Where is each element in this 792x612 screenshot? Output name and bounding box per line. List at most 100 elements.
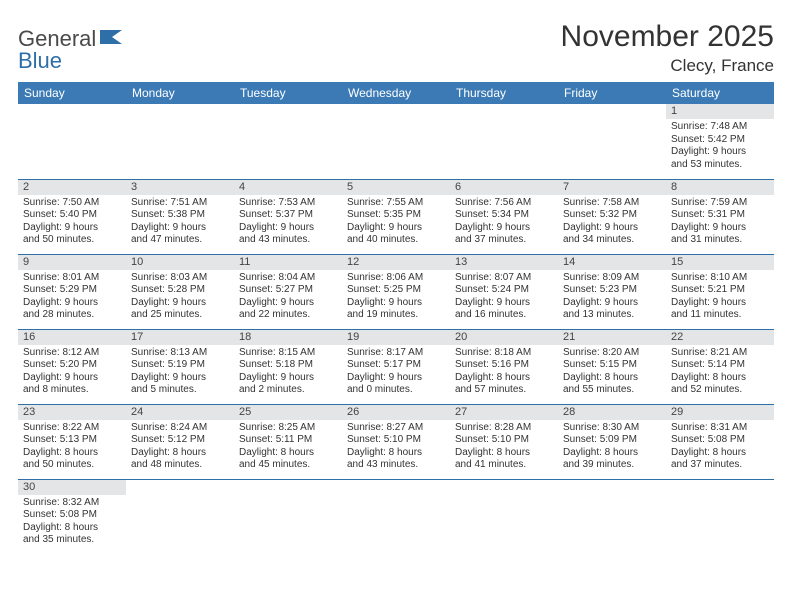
calendar-cell: 15Sunrise: 8:10 AMSunset: 5:21 PMDayligh… bbox=[666, 254, 774, 329]
calendar-cell: 5Sunrise: 7:55 AMSunset: 5:35 PMDaylight… bbox=[342, 179, 450, 254]
day-line: Sunset: 5:34 PM bbox=[455, 209, 553, 222]
day-line: Sunset: 5:42 PM bbox=[671, 134, 769, 147]
day-line: Sunrise: 8:28 AM bbox=[455, 422, 553, 435]
logo-text: GeneralBlue bbox=[18, 28, 124, 72]
day-line: Sunrise: 8:03 AM bbox=[131, 272, 229, 285]
day-line: Sunset: 5:08 PM bbox=[671, 434, 769, 447]
day-line: Daylight: 8 hours bbox=[563, 372, 661, 385]
day-line: and 47 minutes. bbox=[131, 234, 229, 247]
day-details: Sunrise: 8:15 AMSunset: 5:18 PMDaylight:… bbox=[234, 345, 342, 399]
calendar-cell: 3Sunrise: 7:51 AMSunset: 5:38 PMDaylight… bbox=[126, 179, 234, 254]
calendar-cell: 30Sunrise: 8:32 AMSunset: 5:08 PMDayligh… bbox=[18, 479, 126, 554]
calendar-cell: 27Sunrise: 8:28 AMSunset: 5:10 PMDayligh… bbox=[450, 404, 558, 479]
calendar-week: 30Sunrise: 8:32 AMSunset: 5:08 PMDayligh… bbox=[18, 479, 774, 554]
day-line: Daylight: 9 hours bbox=[563, 297, 661, 310]
day-line: Sunrise: 8:07 AM bbox=[455, 272, 553, 285]
day-line: Sunrise: 8:10 AM bbox=[671, 272, 769, 285]
day-line: and 39 minutes. bbox=[563, 459, 661, 472]
header-row: GeneralBlue November 2025 Clecy, France bbox=[18, 20, 774, 76]
calendar-cell bbox=[126, 104, 234, 179]
calendar-cell: 21Sunrise: 8:20 AMSunset: 5:15 PMDayligh… bbox=[558, 329, 666, 404]
day-line: Sunset: 5:35 PM bbox=[347, 209, 445, 222]
calendar-cell: 9Sunrise: 8:01 AMSunset: 5:29 PMDaylight… bbox=[18, 254, 126, 329]
day-line: Daylight: 8 hours bbox=[455, 372, 553, 385]
day-line: Daylight: 9 hours bbox=[239, 222, 337, 235]
day-details: Sunrise: 7:48 AMSunset: 5:42 PMDaylight:… bbox=[666, 119, 774, 173]
calendar-cell bbox=[342, 479, 450, 554]
day-details: Sunrise: 8:10 AMSunset: 5:21 PMDaylight:… bbox=[666, 270, 774, 324]
calendar-cell: 10Sunrise: 8:03 AMSunset: 5:28 PMDayligh… bbox=[126, 254, 234, 329]
day-line: Sunset: 5:21 PM bbox=[671, 284, 769, 297]
day-line: Sunset: 5:10 PM bbox=[455, 434, 553, 447]
day-line: Sunrise: 8:24 AM bbox=[131, 422, 229, 435]
calendar-cell bbox=[234, 104, 342, 179]
day-line: Daylight: 8 hours bbox=[671, 372, 769, 385]
day-line: and 0 minutes. bbox=[347, 384, 445, 397]
day-line: Daylight: 8 hours bbox=[23, 447, 121, 460]
day-number: 14 bbox=[558, 255, 666, 270]
calendar-cell: 17Sunrise: 8:13 AMSunset: 5:19 PMDayligh… bbox=[126, 329, 234, 404]
day-number: 13 bbox=[450, 255, 558, 270]
day-line: and 37 minutes. bbox=[455, 234, 553, 247]
calendar-cell: 20Sunrise: 8:18 AMSunset: 5:16 PMDayligh… bbox=[450, 329, 558, 404]
day-details: Sunrise: 7:53 AMSunset: 5:37 PMDaylight:… bbox=[234, 195, 342, 249]
day-details: Sunrise: 8:20 AMSunset: 5:15 PMDaylight:… bbox=[558, 345, 666, 399]
day-line: Sunrise: 8:09 AM bbox=[563, 272, 661, 285]
day-number: 29 bbox=[666, 405, 774, 420]
calendar-cell bbox=[558, 104, 666, 179]
calendar-cell bbox=[234, 479, 342, 554]
logo: GeneralBlue bbox=[18, 28, 124, 72]
day-line: and 25 minutes. bbox=[131, 309, 229, 322]
day-number: 1 bbox=[666, 104, 774, 119]
day-line: and 55 minutes. bbox=[563, 384, 661, 397]
calendar-cell: 7Sunrise: 7:58 AMSunset: 5:32 PMDaylight… bbox=[558, 179, 666, 254]
day-line: Sunset: 5:20 PM bbox=[23, 359, 121, 372]
day-number: 22 bbox=[666, 330, 774, 345]
day-details: Sunrise: 8:03 AMSunset: 5:28 PMDaylight:… bbox=[126, 270, 234, 324]
calendar-cell: 28Sunrise: 8:30 AMSunset: 5:09 PMDayligh… bbox=[558, 404, 666, 479]
day-line: Sunrise: 7:55 AM bbox=[347, 197, 445, 210]
day-number: 4 bbox=[234, 180, 342, 195]
day-line: Sunset: 5:29 PM bbox=[23, 284, 121, 297]
calendar-cell bbox=[450, 104, 558, 179]
flag-icon bbox=[98, 28, 124, 46]
calendar-cell: 8Sunrise: 7:59 AMSunset: 5:31 PMDaylight… bbox=[666, 179, 774, 254]
day-number: 3 bbox=[126, 180, 234, 195]
day-line: Daylight: 9 hours bbox=[347, 372, 445, 385]
day-line: Sunrise: 7:50 AM bbox=[23, 197, 121, 210]
day-line: Daylight: 9 hours bbox=[23, 372, 121, 385]
day-line: Daylight: 9 hours bbox=[455, 297, 553, 310]
day-number: 7 bbox=[558, 180, 666, 195]
calendar-cell: 11Sunrise: 8:04 AMSunset: 5:27 PMDayligh… bbox=[234, 254, 342, 329]
day-number: 20 bbox=[450, 330, 558, 345]
day-number: 19 bbox=[342, 330, 450, 345]
day-line: and 43 minutes. bbox=[347, 459, 445, 472]
day-line: Daylight: 9 hours bbox=[455, 222, 553, 235]
day-line: Daylight: 9 hours bbox=[671, 146, 769, 159]
day-line: Sunrise: 8:25 AM bbox=[239, 422, 337, 435]
day-line: and 57 minutes. bbox=[455, 384, 553, 397]
day-details: Sunrise: 8:31 AMSunset: 5:08 PMDaylight:… bbox=[666, 420, 774, 474]
day-line: Sunrise: 7:51 AM bbox=[131, 197, 229, 210]
day-number: 26 bbox=[342, 405, 450, 420]
day-line: Daylight: 9 hours bbox=[347, 222, 445, 235]
calendar-body: 1Sunrise: 7:48 AMSunset: 5:42 PMDaylight… bbox=[18, 104, 774, 554]
day-details: Sunrise: 8:04 AMSunset: 5:27 PMDaylight:… bbox=[234, 270, 342, 324]
calendar-cell bbox=[558, 479, 666, 554]
calendar-cell: 12Sunrise: 8:06 AMSunset: 5:25 PMDayligh… bbox=[342, 254, 450, 329]
day-details: Sunrise: 8:01 AMSunset: 5:29 PMDaylight:… bbox=[18, 270, 126, 324]
day-line: Sunrise: 8:04 AM bbox=[239, 272, 337, 285]
day-line: Daylight: 8 hours bbox=[23, 522, 121, 535]
calendar-week: 2Sunrise: 7:50 AMSunset: 5:40 PMDaylight… bbox=[18, 179, 774, 254]
day-number: 9 bbox=[18, 255, 126, 270]
calendar-cell: 2Sunrise: 7:50 AMSunset: 5:40 PMDaylight… bbox=[18, 179, 126, 254]
calendar-cell: 16Sunrise: 8:12 AMSunset: 5:20 PMDayligh… bbox=[18, 329, 126, 404]
location: Clecy, France bbox=[561, 56, 774, 76]
day-line: and 43 minutes. bbox=[239, 234, 337, 247]
day-details: Sunrise: 8:30 AMSunset: 5:09 PMDaylight:… bbox=[558, 420, 666, 474]
day-details: Sunrise: 7:55 AMSunset: 5:35 PMDaylight:… bbox=[342, 195, 450, 249]
day-details: Sunrise: 7:59 AMSunset: 5:31 PMDaylight:… bbox=[666, 195, 774, 249]
day-line: Daylight: 9 hours bbox=[131, 372, 229, 385]
day-line: Sunset: 5:12 PM bbox=[131, 434, 229, 447]
calendar-cell bbox=[666, 479, 774, 554]
